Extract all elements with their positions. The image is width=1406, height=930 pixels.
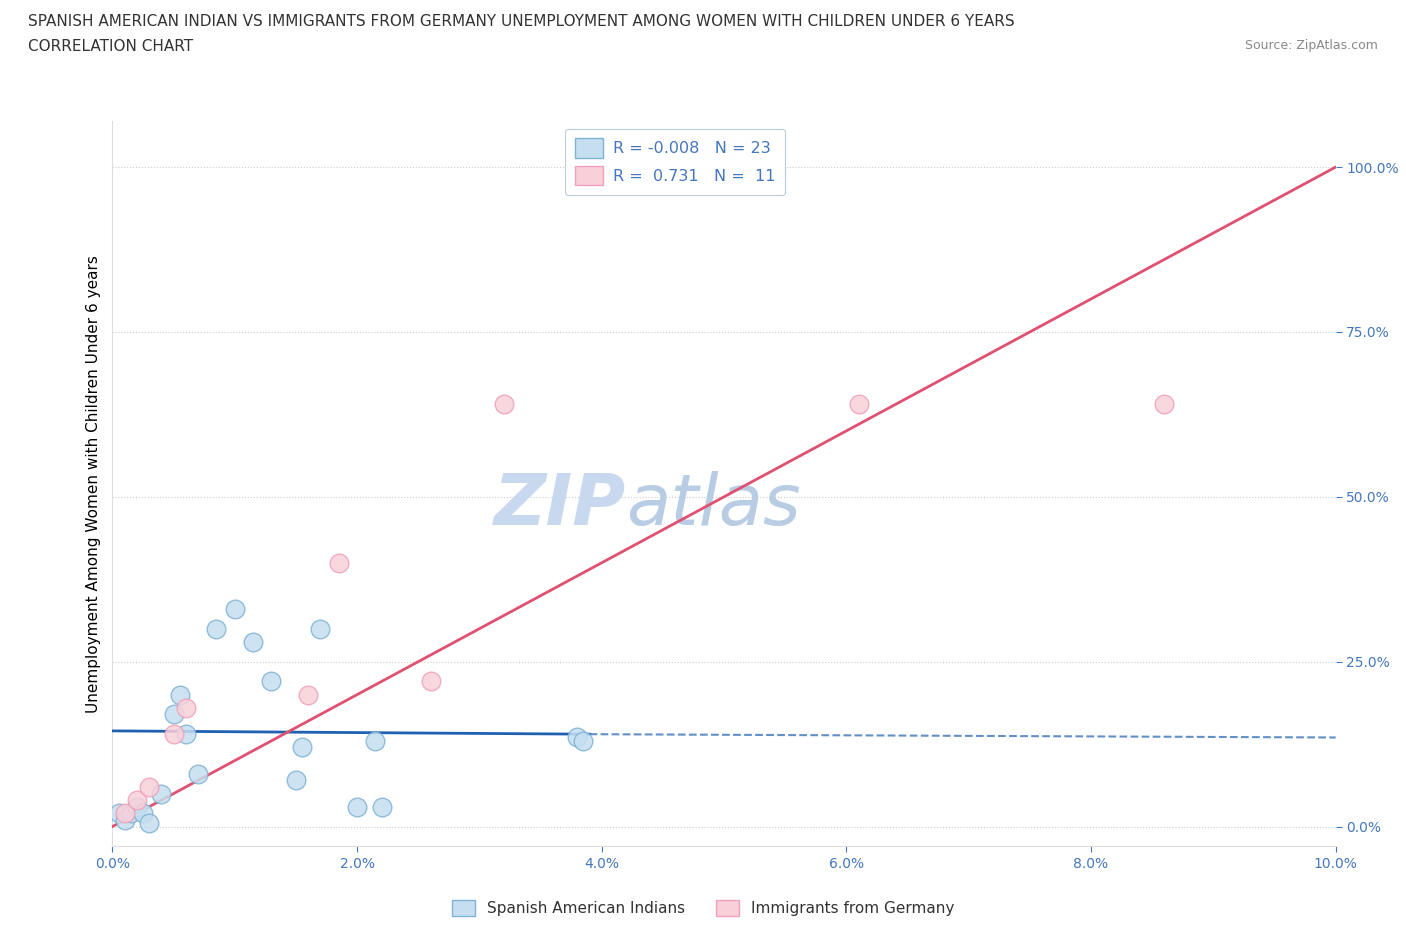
Point [370,799,392,814]
Point [114,806,136,821]
Point [163,726,186,741]
Point [132,806,155,821]
Point [419,674,441,689]
Point [364,734,387,749]
Point [114,813,136,828]
Point [492,397,515,412]
Point [242,634,264,649]
Point [291,740,314,755]
Point [125,799,148,814]
Point [138,779,160,794]
Y-axis label: Unemployment Among Women with Children Under 6 years: Unemployment Among Women with Children U… [86,255,101,712]
Point [163,707,186,722]
Point [260,674,283,689]
Text: ZIP: ZIP [494,471,626,539]
Point [848,397,870,412]
Point [1153,397,1175,412]
Text: Source: ZipAtlas.com: Source: ZipAtlas.com [1244,39,1378,52]
Point [297,687,319,702]
Point [174,700,197,715]
Point [187,766,209,781]
Point [205,621,228,636]
Point [309,621,332,636]
Point [150,786,173,801]
Point [567,730,589,745]
Point [328,555,350,570]
Point [346,799,368,814]
Point [120,806,142,821]
Point [284,773,308,788]
Point [125,792,148,807]
Text: CORRELATION CHART: CORRELATION CHART [28,39,193,54]
Point [572,734,595,749]
Legend: Spanish American Indians, Immigrants from Germany: Spanish American Indians, Immigrants fro… [446,894,960,923]
Text: atlas: atlas [626,471,801,539]
Point [174,726,197,741]
Point [107,806,129,821]
Point [224,602,246,617]
Point [138,816,160,830]
Legend: R = -0.008   N = 23, R =  0.731   N =  11: R = -0.008 N = 23, R = 0.731 N = 11 [565,129,785,195]
Text: SPANISH AMERICAN INDIAN VS IMMIGRANTS FROM GERMANY UNEMPLOYMENT AMONG WOMEN WITH: SPANISH AMERICAN INDIAN VS IMMIGRANTS FR… [28,14,1015,29]
Point [169,687,191,702]
